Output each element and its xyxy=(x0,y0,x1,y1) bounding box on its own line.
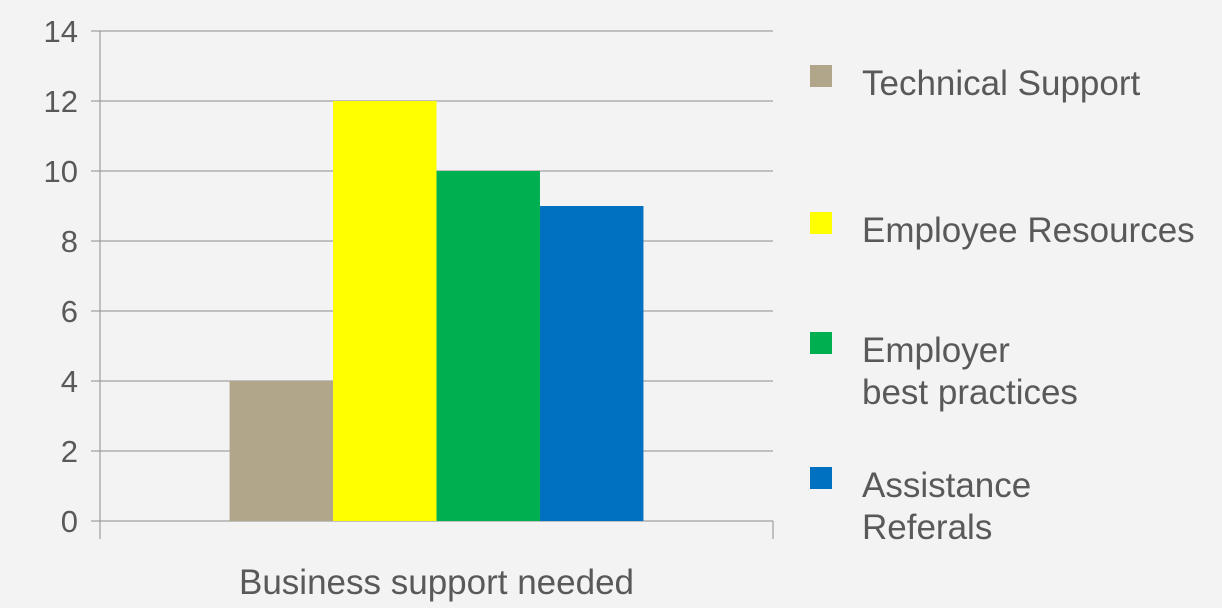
legend-item: Employee Resources xyxy=(810,211,1195,250)
bar-assistance-referals xyxy=(539,206,644,521)
y-tick-label: 2 xyxy=(61,434,78,469)
legend-swatch xyxy=(810,467,832,489)
legend-label: best practices xyxy=(862,373,1078,412)
y-tick-label: 10 xyxy=(44,154,78,189)
bar-technical-support xyxy=(229,381,334,521)
bar-employer-best-practices xyxy=(436,171,540,521)
y-tick-label: 8 xyxy=(61,224,78,259)
y-tick-labels: 0 2 4 6 8 10 12 14 xyxy=(44,14,78,539)
category-labels: Business support needed xyxy=(239,563,634,602)
legend-label: Assistance xyxy=(862,466,1031,505)
bar-employee-resources xyxy=(333,101,437,521)
y-tick-label: 14 xyxy=(44,14,78,49)
legend-swatch xyxy=(810,65,832,87)
bars xyxy=(229,101,644,521)
y-tick-label: 12 xyxy=(44,84,78,119)
legend-label: Referals xyxy=(862,508,992,547)
legend-label: Employer xyxy=(862,331,1010,370)
legend-label: Employee Resources xyxy=(862,211,1195,250)
legend-label: Technical Support xyxy=(862,64,1140,103)
legend-swatch xyxy=(810,212,832,234)
legend: Technical Support Employee Resources Emplo… xyxy=(810,64,1195,547)
legend-swatch xyxy=(810,332,832,354)
y-tick-label: 0 xyxy=(61,504,78,539)
x-category-label: Business support needed xyxy=(239,563,634,602)
legend-item: Technical Support xyxy=(810,64,1140,103)
y-tick-label: 4 xyxy=(61,364,78,399)
y-tick-label: 6 xyxy=(61,294,78,329)
